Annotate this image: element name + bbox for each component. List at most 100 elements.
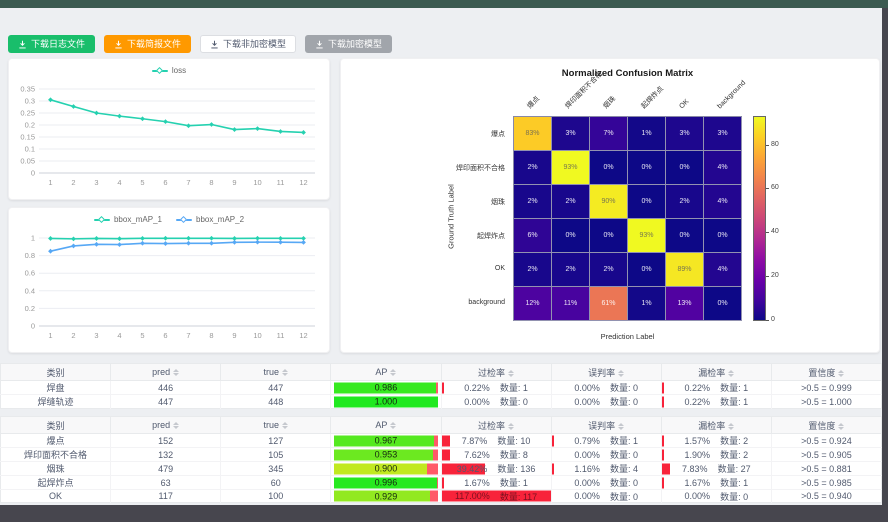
legend-label: loss xyxy=(171,66,187,75)
top-accent-bar xyxy=(0,0,888,8)
cell-conf: >0.5 = 0.985 xyxy=(771,475,882,490)
rate-values: 0.00% 数量: 0 xyxy=(552,490,661,502)
matrix-cell: 2% xyxy=(514,185,552,219)
download-report-button[interactable]: 下载简报文件 xyxy=(104,35,192,53)
rate-values: 7.83% 数量: 27 xyxy=(662,462,771,475)
ap-bar-track: 0.967 xyxy=(334,435,438,446)
rate-values: 1.90% 数量: 2 xyxy=(662,448,771,461)
rate-count: 数量: 0 xyxy=(609,383,638,393)
sort-icon[interactable] xyxy=(838,422,845,430)
legend-item-loss[interactable]: loss xyxy=(151,66,187,75)
column-header-over[interactable]: 过检率 xyxy=(441,416,552,434)
bbox-map-chart-legend: bbox_mAP_1 bbox_mAP_2 xyxy=(9,215,329,224)
rate-bar xyxy=(661,449,664,460)
sort-icon[interactable] xyxy=(173,422,180,430)
rate-bar xyxy=(441,477,444,488)
rate-count: 数量: 0 xyxy=(720,491,749,502)
cell-over: 1.67% 数量: 1 xyxy=(441,475,552,490)
column-header-true[interactable]: true xyxy=(220,363,332,381)
ap-bar-track: 0.986 xyxy=(334,382,438,393)
sort-icon[interactable] xyxy=(282,369,289,377)
rate-values: 0.00% 数量: 0 xyxy=(442,395,551,408)
rate-percent: 117.00% xyxy=(454,491,490,501)
legend-item-bbox_mAP_1[interactable]: bbox_mAP_1 xyxy=(93,215,162,224)
rate-percent: 0.00% xyxy=(574,491,600,501)
column-header-ap[interactable]: AP xyxy=(330,363,442,381)
metrics-tables: 类别 pred true AP 过检率 误判率 漏检率 置信度 焊盘 446 447 0.986 0.2… xyxy=(0,363,882,503)
column-header-pred[interactable]: pred xyxy=(110,363,222,381)
sort-icon[interactable] xyxy=(508,422,515,430)
sort-icon[interactable] xyxy=(173,369,180,377)
column-header-ap[interactable]: AP xyxy=(330,416,442,434)
table-row: 烟珠 479 345 0.900 39.42% 数量: 136 1.16% 数量: 4 7.83… xyxy=(0,461,882,476)
matrix-cell: 2% xyxy=(590,253,628,287)
rate-bar xyxy=(661,477,664,488)
table-row: OK 117 100 0.929 117.00% 数量: 117 0.00% 数量: 0 0.0… xyxy=(0,489,882,503)
sort-icon[interactable] xyxy=(390,422,397,430)
rate-count: 数量: 2 xyxy=(720,450,749,460)
column-header-miss[interactable]: 漏检率 xyxy=(661,363,772,381)
column-label: 误判率 xyxy=(588,367,616,378)
column-header-true[interactable]: true xyxy=(220,416,332,434)
sort-icon[interactable] xyxy=(618,422,625,430)
sort-icon[interactable] xyxy=(838,369,845,377)
colorbar-tick-mark xyxy=(766,188,769,190)
download-plain-model-button[interactable]: 下载非加密模型 xyxy=(200,35,297,53)
matrix-row-label: 焊印面积不合格 xyxy=(456,165,505,172)
rate-bar xyxy=(551,463,554,474)
legend-item-bbox_mAP_2[interactable]: bbox_mAP_2 xyxy=(176,215,244,224)
matrix-cell: 0% xyxy=(666,219,704,253)
sort-icon[interactable] xyxy=(728,369,735,377)
table-row: 焊印面积不合格 132 105 0.953 7.62% 数量: 8 0.00% 数量: 0 1.… xyxy=(0,447,882,462)
cell-conf: >0.5 = 0.924 xyxy=(771,433,882,448)
sort-icon[interactable] xyxy=(282,422,289,430)
table-row: 焊缝轨迹 447 448 1.000 0.00% 数量: 0 0.00% 数量: 0 0.22%… xyxy=(0,394,882,409)
ap-value: 0.929 xyxy=(374,491,398,501)
svg-text:0.1: 0.1 xyxy=(25,145,35,154)
column-header-miss[interactable]: 漏检率 xyxy=(661,416,772,434)
sort-icon[interactable] xyxy=(390,369,397,377)
matrix-column-label: background xyxy=(716,79,748,111)
cell-label: 烟珠 xyxy=(0,461,112,476)
rate-bar xyxy=(441,463,485,474)
column-header-conf[interactable]: 置信度 xyxy=(771,363,882,381)
svg-text:11: 11 xyxy=(277,331,285,340)
svg-text:0: 0 xyxy=(31,169,35,178)
column-header-conf[interactable]: 置信度 xyxy=(771,416,882,434)
matrix-column-label: OK xyxy=(678,98,691,111)
rate-values: 0.00% 数量: 0 xyxy=(552,476,661,489)
sort-icon[interactable] xyxy=(618,369,625,377)
cell-conf: >0.5 = 0.905 xyxy=(771,447,882,462)
cell-miss: 1.57% 数量: 2 xyxy=(661,433,772,448)
cell-label: OK xyxy=(0,489,112,503)
column-header-mis[interactable]: 误判率 xyxy=(551,363,662,381)
svg-text:1: 1 xyxy=(48,178,52,187)
column-header-mis[interactable]: 误判率 xyxy=(551,416,662,434)
download-encrypted-model-button[interactable]: 下载加密模型 xyxy=(305,35,393,53)
rate-count: 数量: 136 xyxy=(497,464,536,474)
matrix-cell: 0% xyxy=(628,185,666,219)
colorbar-tick-label: 20 xyxy=(771,272,779,280)
rate-count: 数量: 0 xyxy=(609,450,638,460)
svg-text:4: 4 xyxy=(117,331,121,340)
download-icon xyxy=(211,40,218,48)
cell-mis: 0.00% 数量: 0 xyxy=(551,489,662,503)
column-header-pred[interactable]: pred xyxy=(110,416,222,434)
cell-ap: 0.967 xyxy=(330,433,442,448)
sort-icon[interactable] xyxy=(728,422,735,430)
rate-count: 数量: 2 xyxy=(720,436,749,446)
cell-pred: 479 xyxy=(110,461,222,476)
sort-icon[interactable] xyxy=(508,369,515,377)
rate-values: 0.00% 数量: 0 xyxy=(552,381,661,394)
ap-value: 0.967 xyxy=(374,435,398,446)
column-header-over[interactable]: 过检率 xyxy=(441,363,552,381)
rate-count: 数量: 117 xyxy=(499,491,538,502)
download-log-button[interactable]: 下载日志文件 xyxy=(8,35,96,53)
bottom-bar xyxy=(0,505,888,522)
rate-values: 1.67% 数量: 1 xyxy=(442,476,551,489)
svg-text:0.15: 0.15 xyxy=(20,133,35,142)
cell-mis: 0.00% 数量: 0 xyxy=(551,447,662,462)
colorbar-tick-mark xyxy=(766,320,769,321)
column-label: AP xyxy=(375,420,388,430)
matrix-cell: 2% xyxy=(666,185,704,219)
